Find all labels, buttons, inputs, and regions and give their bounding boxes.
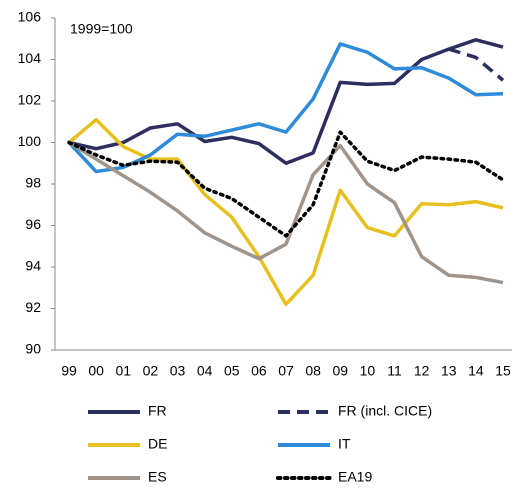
x-tick-label: 05 [224,363,240,379]
legend-label: DE [148,436,167,452]
x-tick-label: 99 [61,363,77,379]
legend-label: FR [148,403,167,419]
series-line [68,141,504,285]
x-tick-label: 09 [332,363,348,379]
annotation: 1999=100 [70,21,133,37]
x-tick-label: 10 [360,363,376,379]
x-tick-label: 07 [278,363,294,379]
y-tick-label: 90 [25,341,41,357]
x-tick-label: 06 [251,363,267,379]
y-tick-label: 102 [18,92,42,108]
y-tick-label: 92 [25,299,41,315]
x-tick-label: 13 [441,363,457,379]
series-line [68,38,504,165]
legend-label: IT [338,436,351,452]
x-tick-label: 00 [88,363,104,379]
x-tick-label: 03 [170,363,186,379]
legend-label: FR (incl. CICE) [338,403,432,419]
y-tick-label: 98 [25,175,41,191]
x-tick-label: 08 [305,363,321,379]
y-tick-label: 94 [25,258,41,274]
series-line [67,117,504,307]
y-tick-label: 106 [18,9,42,25]
legend-label: EA19 [338,469,372,485]
x-tick-label: 12 [414,363,430,379]
x-tick-label: 02 [143,363,159,379]
series-line [448,47,505,82]
y-tick-label: 96 [25,216,41,232]
x-tick-label: 15 [495,363,511,379]
legend-label: ES [148,469,167,485]
series-line [67,130,505,238]
y-tick-label: 104 [18,50,42,66]
x-tick-label: 04 [197,363,213,379]
x-tick-label: 11 [387,363,402,379]
series-line [67,42,504,174]
x-tick-label: 14 [468,363,484,379]
y-tick-label: 100 [18,133,42,149]
x-tick-label: 01 [115,363,131,379]
